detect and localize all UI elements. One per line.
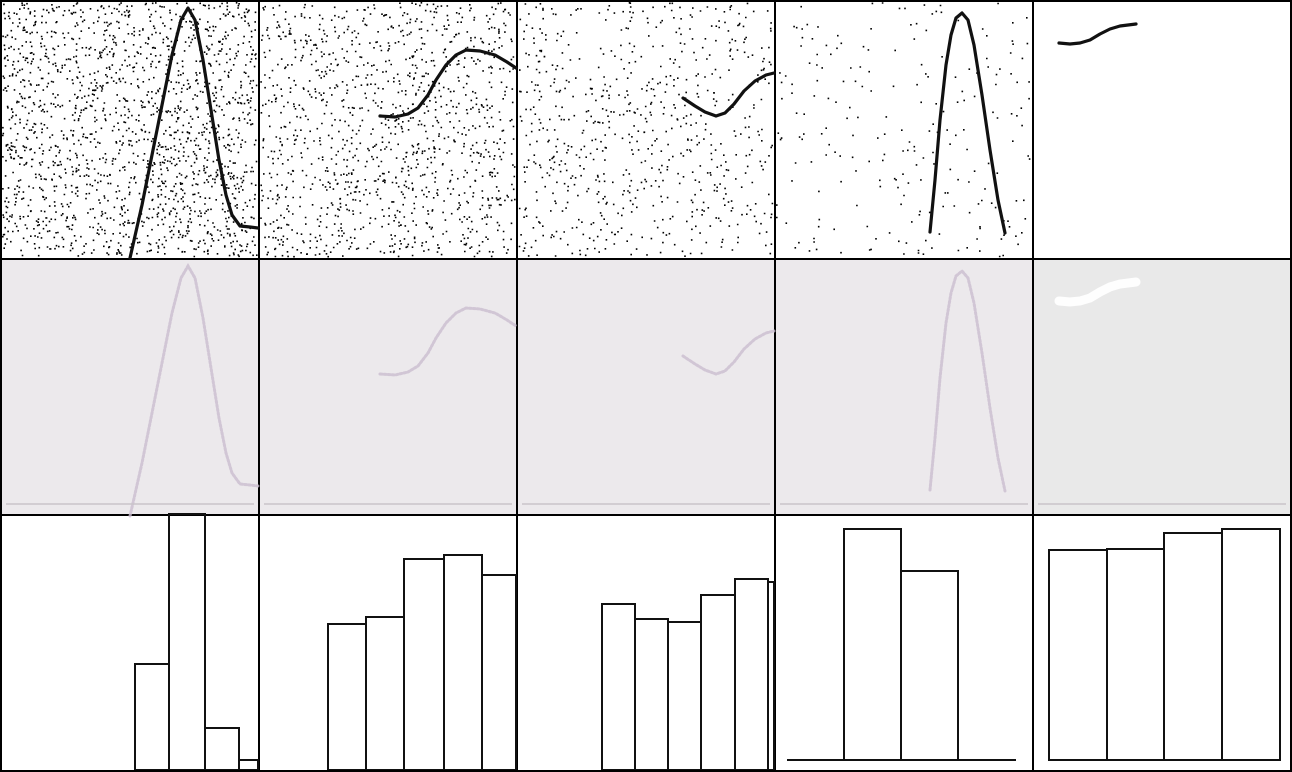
generated-cell (2, 260, 258, 514)
input-curve (128, 6, 260, 260)
noise-layer (1, 2, 1031, 258)
input-cell (776, 2, 1032, 258)
input-curve (928, 11, 1007, 235)
generated-ghost-curve (928, 268, 1007, 493)
target-cell (776, 516, 1032, 770)
input-curve (681, 71, 776, 118)
bar (900, 570, 959, 761)
target-cell (260, 516, 516, 770)
target-cell (518, 516, 774, 770)
generated-cell (776, 260, 1032, 514)
input-curve (1057, 22, 1138, 46)
noise-speckles (1, 2, 258, 258)
input-curve (378, 48, 518, 119)
generated-cell (518, 260, 774, 514)
target-cell (1034, 516, 1290, 770)
generated-ghost-curve (1054, 277, 1141, 307)
input-cell (260, 2, 516, 258)
ghost-curves-layer (6, 263, 1286, 518)
generated-ghost-curve (378, 306, 518, 377)
curves-layer (128, 6, 1138, 260)
bar (1221, 528, 1281, 761)
generated-ghost-curve (128, 263, 260, 518)
generated-ghost-curve (681, 329, 776, 376)
input-cell (2, 2, 258, 258)
input-cell (518, 2, 774, 258)
generated-cell (260, 260, 516, 514)
target-cell (2, 516, 258, 770)
input-cell (1034, 2, 1290, 258)
